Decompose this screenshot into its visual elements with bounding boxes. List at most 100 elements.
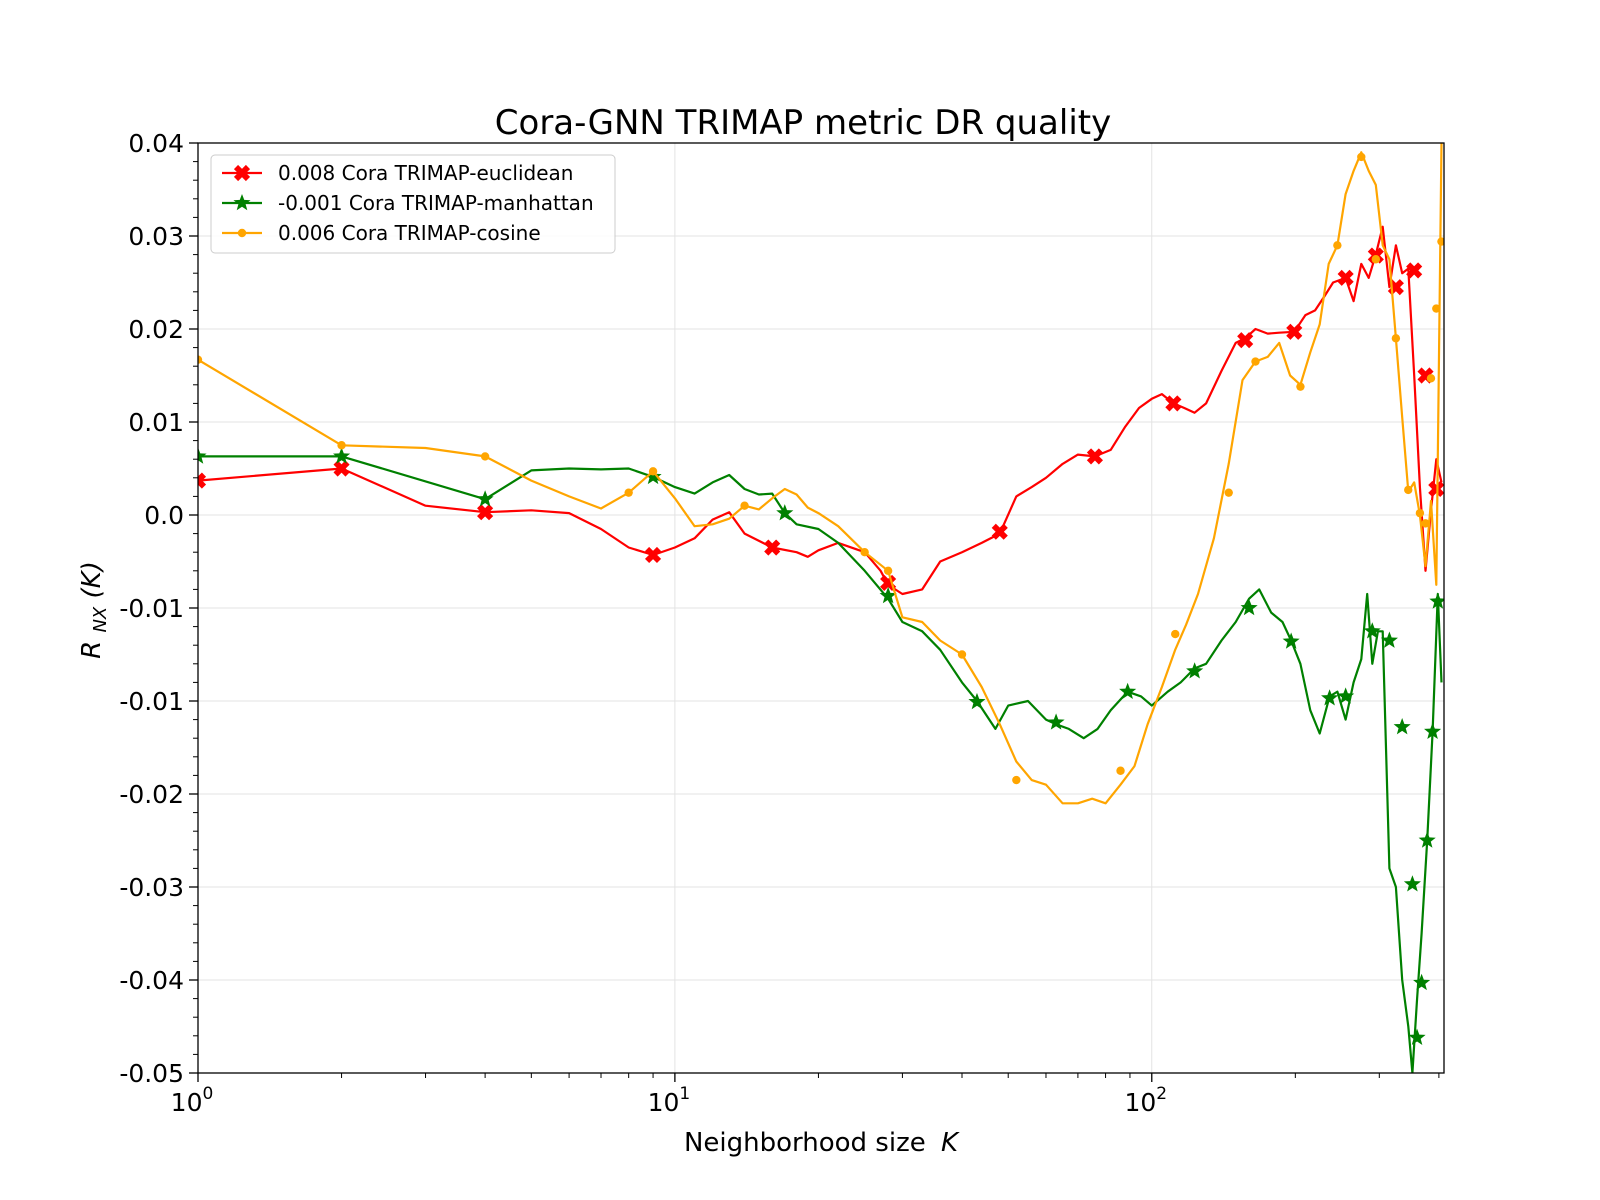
y-tick-label: 0.02 — [128, 315, 184, 344]
x-tick-label: 102 — [1124, 1084, 1167, 1117]
data-point — [1186, 662, 1204, 679]
legend-label: -0.001 Cora TRIMAP-manhattan — [278, 191, 594, 215]
y-tick-label: -0.02 — [119, 780, 184, 809]
data-point — [991, 523, 1008, 540]
data-point — [1428, 480, 1444, 498]
data-point — [1224, 488, 1233, 497]
data-point — [879, 586, 897, 604]
data-point — [1371, 255, 1381, 264]
y-axis-label-main: R — [77, 641, 107, 659]
data-point — [1403, 875, 1421, 892]
data-point — [1333, 241, 1342, 250]
data-point — [233, 164, 251, 182]
legend-item: 0.006 Cora TRIMAP-cosine — [222, 221, 541, 245]
data-point — [1413, 973, 1431, 991]
data-point — [1282, 632, 1300, 649]
data-point — [1116, 766, 1125, 775]
data-point — [1171, 629, 1180, 639]
data-point — [198, 355, 203, 364]
data-point — [1237, 332, 1254, 349]
data-point — [1393, 718, 1411, 735]
data-point — [1165, 395, 1182, 412]
data-point — [1296, 382, 1305, 391]
data-point — [198, 447, 207, 464]
data-point — [764, 539, 781, 556]
data-point — [337, 441, 346, 450]
data-point — [957, 650, 967, 659]
legend-item: 0.008 Cora TRIMAP-euclidean — [222, 161, 573, 185]
data-point — [1432, 304, 1441, 313]
legend-box — [210, 154, 616, 254]
data-point — [740, 501, 749, 510]
grid — [198, 143, 1444, 1073]
data-point — [1380, 631, 1398, 648]
data-point — [1047, 713, 1065, 730]
data-point — [1424, 722, 1442, 739]
y-tick-label: -0.01 — [119, 687, 184, 716]
data-point — [480, 452, 490, 461]
series-line — [198, 455, 1443, 1073]
legend-item: -0.001 Cora TRIMAP-manhattan — [222, 191, 594, 215]
data-point — [776, 504, 794, 521]
x-axis-label: Neighborhood size K — [684, 1128, 960, 1158]
series-trimap-euclidean — [198, 225, 1444, 596]
data-point — [644, 546, 662, 564]
y-tick-label: 0.0 — [144, 501, 184, 530]
data-point — [1337, 269, 1354, 286]
data-point — [1391, 334, 1401, 343]
y-tick-label: 0.04 — [128, 129, 184, 158]
y-axis-label-arg: (K) — [77, 561, 107, 598]
data-point — [233, 194, 251, 211]
data-point — [1406, 262, 1423, 279]
data-point — [1337, 687, 1355, 704]
data-point — [1437, 237, 1444, 246]
data-point — [1086, 448, 1103, 465]
data-point — [1119, 682, 1137, 699]
y-tick-label: 0.03 — [128, 222, 184, 251]
y-tick-label: -0.05 — [119, 1059, 184, 1088]
series-line — [198, 143, 1443, 805]
data-point — [1421, 519, 1430, 528]
series-line — [198, 225, 1443, 596]
x-tick-label: 101 — [648, 1084, 691, 1117]
x-axis-label-var: K — [941, 1128, 960, 1158]
data-point — [1251, 357, 1260, 366]
data-point — [1321, 689, 1339, 706]
y-axis-label: R NX (K) — [77, 561, 113, 659]
series-trimap-cosine — [198, 143, 1444, 805]
data-point — [860, 548, 869, 557]
legend: 0.008 Cora TRIMAP-euclidean -0.001 Cora T… — [210, 154, 616, 254]
y-tick-label: 0.01 — [128, 408, 184, 437]
axes: 0.04 0.03 0.02 0.01 0.0 -0.01 -0.01 -0.02 -0.03 -… — [119, 129, 1440, 1117]
y-tick-label: -0.03 — [119, 873, 184, 902]
data-point — [1418, 831, 1436, 848]
data-point — [198, 472, 207, 489]
data-point — [1415, 508, 1425, 518]
data-point — [333, 447, 351, 464]
data-point — [648, 467, 658, 476]
data-point — [968, 692, 986, 710]
data-point — [624, 488, 633, 497]
data-point — [1286, 323, 1303, 340]
series-trimap-manhattan — [198, 447, 1444, 1073]
y-axis-label-sub: NX — [90, 606, 111, 632]
series-layer — [198, 143, 1444, 1073]
data-point — [1357, 152, 1366, 162]
data-point — [237, 228, 247, 238]
legend-label: 0.008 Cora TRIMAP-euclidean — [278, 161, 573, 185]
chart-title: Cora-GNN TRIMAP metric DR quality — [495, 103, 1111, 143]
data-point — [476, 490, 494, 507]
data-point — [1408, 1028, 1426, 1045]
x-tick-label: 100 — [171, 1084, 214, 1117]
data-point — [1429, 592, 1444, 609]
data-point — [1363, 622, 1381, 639]
y-tick-label: -0.01 — [119, 594, 184, 623]
data-point — [644, 467, 662, 485]
legend-label: 0.006 Cora TRIMAP-cosine — [278, 221, 541, 245]
data-point — [883, 566, 893, 575]
data-point — [1404, 485, 1413, 495]
x-axis-label-text: Neighborhood size — [684, 1128, 926, 1158]
data-point — [1012, 775, 1021, 785]
y-tick-label: -0.04 — [119, 966, 184, 995]
data-point — [1240, 599, 1258, 616]
